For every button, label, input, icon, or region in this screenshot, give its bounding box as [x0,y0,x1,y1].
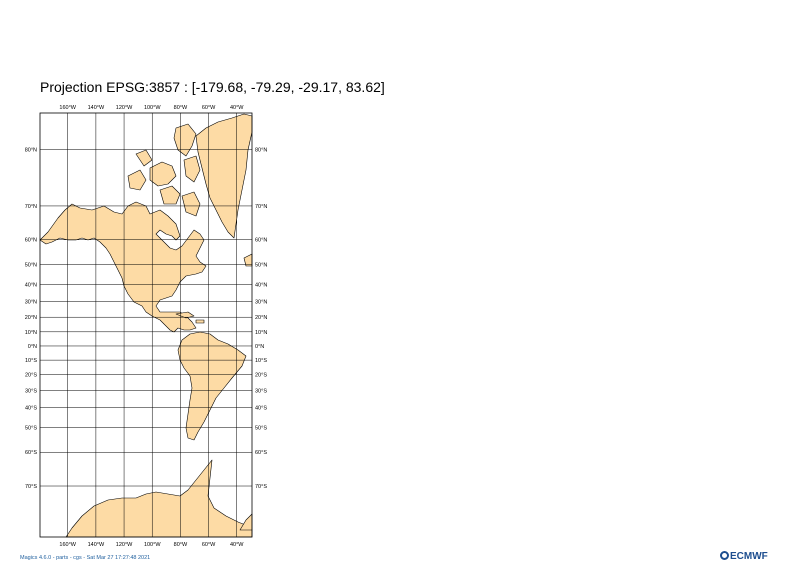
latitude-label: 30°S [255,388,267,394]
south-america-landmass [177,331,247,441]
latitude-label: 70°S [255,484,267,490]
latitude-label: 30°N [25,300,37,306]
arctic-island [149,161,177,187]
tick-labels: 160°W 160°W 140°W 140°W 120°W 120°W 100°W 100°W… [25,105,268,548]
latitude-label: 50°N [255,262,267,268]
ecmwf-logo-text: ECMWF [730,551,768,562]
latitude-label: 50°S [255,426,267,432]
graticule [40,113,252,537]
arctic-island [135,149,153,167]
latitude-label: 0°N [28,344,37,350]
ecmwf-logo-icon [720,551,729,560]
latitude-label: 30°S [25,388,37,394]
longitude-label: 140°W [88,105,105,111]
latitude-label: 20°N [255,315,267,321]
longitude-label: 120°W [116,105,133,111]
latitude-label: 20°S [255,373,267,379]
page-title: Projection EPSG:3857 : [-179.68, -79.29,… [40,79,385,95]
longitude-label: 40°W [230,105,244,111]
latitude-label: 40°N [25,282,37,288]
latitude-label: 10°N [25,330,37,336]
arctic-island [173,123,197,157]
landmass [39,113,253,538]
north-america-landmass [39,201,207,333]
longitude-label: 120°W [116,542,133,548]
latitude-label: 60°N [255,238,267,244]
longitude-label: 140°W [88,542,105,548]
longitude-label: 100°W [144,105,161,111]
latitude-label: 70°N [255,204,267,210]
latitude-label: 60°S [25,450,37,456]
latitude-label: 80°N [25,147,37,153]
longitude-label: 80°W [174,105,188,111]
arctic-island [181,191,201,217]
latitude-label: 40°S [25,406,37,412]
latitude-label: 10°S [25,358,37,364]
latitude-label: 80°N [255,147,267,153]
arctic-island [159,185,181,205]
latitude-label: 60°S [255,450,267,456]
latitude-label: 70°S [25,484,37,490]
latitude-label: 20°N [25,315,37,321]
longitude-label: 60°W [202,105,216,111]
longitude-label: 160°W [59,542,76,548]
ecmwf-logo: ECMWF [720,551,768,562]
longitude-label: 160°W [59,105,76,111]
latitude-label: 40°S [255,406,267,412]
latitude-label: 50°S [25,426,37,432]
antarctic-peninsula [239,513,253,531]
latitude-label: 10°N [255,330,267,336]
latitude-label: 0°N [255,344,264,350]
latitude-label: 40°N [255,282,267,288]
arctic-island [127,169,147,191]
greenland [195,113,253,239]
latitude-label: 70°N [25,204,37,210]
arctic-island [183,155,201,183]
caribbean-island [195,319,205,324]
map-frame [39,112,253,538]
longitude-label: 100°W [144,542,161,548]
longitude-label: 80°W [174,542,188,548]
latitude-label: 10°S [255,358,267,364]
latitude-label: 30°N [255,300,267,306]
latitude-label: 20°S [25,373,37,379]
latitude-label: 50°N [25,262,37,268]
antarctica [65,459,253,538]
longitude-label: 40°W [230,542,244,548]
latitude-label: 60°N [25,238,37,244]
longitude-label: 60°W [202,542,216,548]
footer-credit: Magics 4.6.0 - parts - cgs - Sat Mar 27 … [20,555,151,561]
